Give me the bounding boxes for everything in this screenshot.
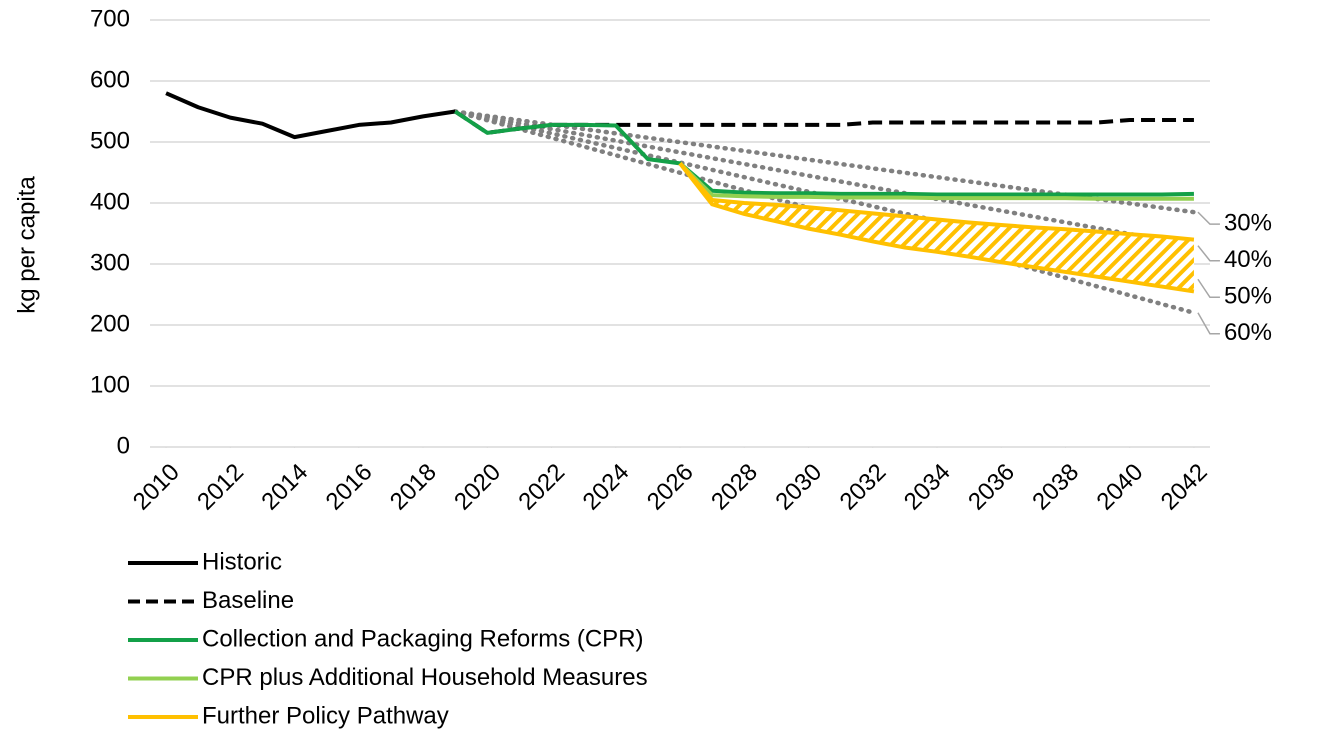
x-tick-label: 2030 <box>770 459 827 516</box>
y-tick-label: 500 <box>90 127 130 154</box>
x-tick-label: 2040 <box>1092 459 1149 516</box>
band-area <box>680 163 1194 292</box>
legend-label: CPR plus Additional Household Measures <box>202 664 648 691</box>
y-tick-label: 700 <box>90 5 130 32</box>
band-lower <box>678 162 1195 294</box>
x-tick-label: 2028 <box>706 459 763 516</box>
y-axis-label: kg per capita <box>13 176 40 314</box>
x-tick-label: 2014 <box>256 459 313 516</box>
x-tick-label: 2022 <box>513 459 570 516</box>
y-tick-label: 0 <box>117 432 130 459</box>
x-tick-label: 2042 <box>1156 459 1213 516</box>
x-tick-label: 2012 <box>192 459 249 516</box>
y-tick-label: 100 <box>90 371 130 398</box>
x-tick-label: 2026 <box>642 459 699 516</box>
series-line <box>678 161 1194 201</box>
y-tick-label: 400 <box>90 188 130 215</box>
x-tick-label: 2020 <box>449 459 506 516</box>
y-tick-label: 300 <box>90 249 130 276</box>
legend-label: Further Policy Pathway <box>202 702 449 729</box>
series-line <box>452 109 1197 248</box>
x-tick-label: 2036 <box>963 459 1020 516</box>
leader-line <box>1197 312 1220 335</box>
annotation-label: 60% <box>1224 319 1272 346</box>
annotation-label: 30% <box>1224 209 1272 236</box>
x-tick-label: 2010 <box>128 459 185 516</box>
legend-label: Baseline <box>202 587 294 614</box>
y-tick-label: 600 <box>90 66 130 93</box>
y-tick-label: 200 <box>90 310 130 337</box>
x-tick-label: 2032 <box>835 459 892 516</box>
annotation-label: 40% <box>1224 246 1272 273</box>
leader-line <box>1197 211 1220 225</box>
x-tick-label: 2018 <box>385 459 442 516</box>
x-tick-label: 2024 <box>578 459 635 516</box>
leader-line <box>1197 245 1220 262</box>
leader-line <box>1197 278 1220 298</box>
x-tick-label: 2038 <box>1027 459 1084 516</box>
x-tick-label: 2016 <box>321 459 378 516</box>
legend-label: Historic <box>202 548 282 575</box>
series-line <box>454 109 1194 197</box>
x-tick-label: 2034 <box>899 459 956 516</box>
series-line <box>165 91 456 140</box>
legend-label: Collection and Packaging Reforms (CPR) <box>202 625 644 652</box>
band-upper <box>678 162 1195 242</box>
annotation-label: 50% <box>1224 283 1272 310</box>
